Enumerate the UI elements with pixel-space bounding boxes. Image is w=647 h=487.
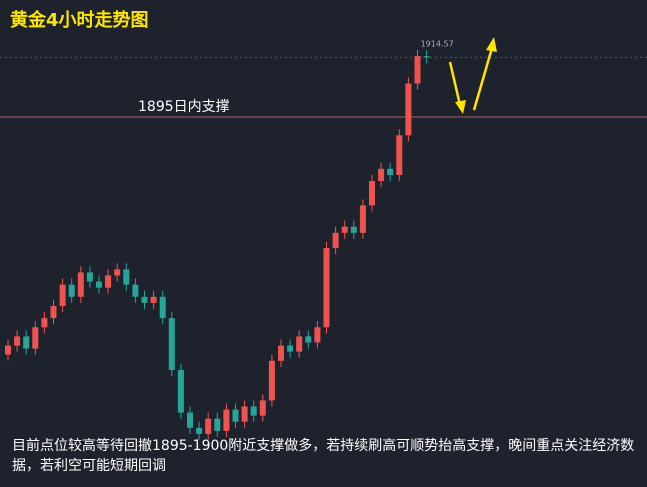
candle-body [323, 248, 330, 328]
candle-body [341, 226, 348, 233]
candle-body [23, 336, 30, 349]
candle-body [187, 412, 193, 428]
candle-body [359, 205, 366, 233]
candle-body [123, 269, 130, 285]
candle-body [159, 296, 166, 319]
last-price-label: 1914.57 [421, 39, 454, 48]
chart-title: 黄金4小时走势图 [10, 10, 149, 31]
candle-body [287, 345, 294, 352]
candle-body [250, 406, 257, 416]
arrows [448, 37, 497, 114]
candle-body [268, 360, 275, 401]
candle-body [150, 296, 157, 303]
candle-body [278, 345, 284, 361]
candle-body [105, 275, 112, 288]
candle-body [68, 284, 75, 297]
candle-body [369, 181, 375, 206]
candle-body [223, 409, 230, 431]
candle-body [50, 305, 57, 319]
candle-body [305, 336, 312, 343]
candle-body [196, 427, 203, 434]
candle-body [77, 272, 84, 297]
candle-body [5, 345, 11, 355]
candle-body [141, 296, 148, 303]
candle-body [232, 409, 239, 422]
support-label: 1895日内支撑 [138, 99, 230, 115]
candle-body [396, 135, 403, 175]
candle-body [332, 232, 339, 249]
candle-body [41, 318, 48, 328]
candle-body [14, 336, 21, 346]
candle-body [205, 418, 212, 434]
candle-body [96, 281, 102, 288]
candle-body [168, 318, 175, 370]
candle-body [59, 284, 66, 306]
candle-body [296, 336, 303, 352]
candle-body [177, 369, 184, 413]
candle-body [350, 226, 357, 233]
candle-body [378, 168, 385, 182]
candle-body [423, 56, 430, 58]
annotation: 目前点位较高等待回撤1895-1900附近支撑做多，若持续刷高可顺势抬高支撑，晚… [12, 438, 635, 474]
candle-body [214, 418, 221, 431]
candle-body [387, 168, 394, 175]
candle-body [414, 56, 421, 84]
candle-body [132, 284, 139, 297]
candle-body [405, 83, 412, 136]
candle-body [114, 269, 121, 276]
candle-body [86, 272, 93, 282]
candle-body [259, 400, 266, 416]
candle-body [314, 327, 321, 343]
candle-body [32, 327, 39, 349]
candle-body [241, 406, 248, 422]
